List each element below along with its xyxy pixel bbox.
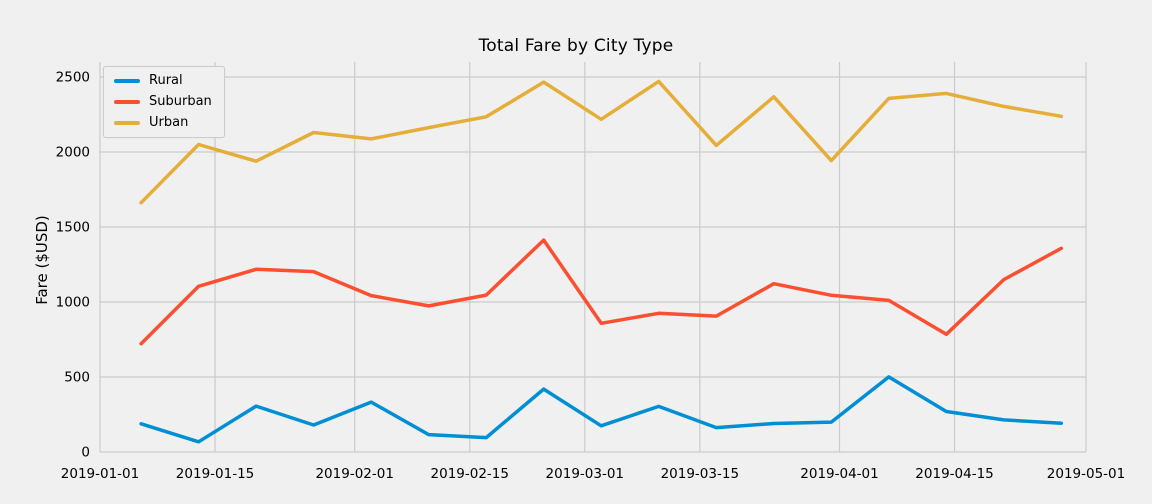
chart-title: Total Fare by City Type xyxy=(478,36,674,56)
y-tick-label: 2000 xyxy=(56,145,90,161)
legend-item-suburban[interactable]: Suburban xyxy=(114,95,212,109)
y-tick-label: 0 xyxy=(81,445,90,461)
x-tick-label: 2019-01-01 xyxy=(61,466,139,482)
x-tick-label: 2019-05-01 xyxy=(1047,466,1125,482)
x-tick-label: 2019-02-01 xyxy=(315,466,393,482)
series-line-suburban xyxy=(139,238,1064,346)
x-tick-label: 2019-04-01 xyxy=(800,466,878,482)
x-tick-label: 2019-04-15 xyxy=(915,466,993,482)
gridlines xyxy=(99,62,1087,453)
y-tick-label: 2500 xyxy=(56,70,90,86)
y-tick-label: 1000 xyxy=(56,295,90,311)
legend-label-suburban: Suburban xyxy=(149,94,212,109)
suburban-line-swatch xyxy=(114,100,140,104)
legend-item-urban[interactable]: Urban xyxy=(114,116,212,130)
x-tick-labels: 2019-01-01 2019-01-15 2019-02-01 2019-02-15… xyxy=(61,466,1125,482)
x-tick-label: 2019-03-15 xyxy=(661,466,739,482)
legend-label-rural: Rural xyxy=(149,73,183,88)
x-tick-label: 2019-03-01 xyxy=(546,466,624,482)
y-tick-label: 500 xyxy=(64,370,90,386)
legend-label-urban: Urban xyxy=(149,115,189,130)
rural-line-swatch xyxy=(114,79,140,83)
series-line-rural xyxy=(139,375,1064,444)
x-tick-label: 2019-01-15 xyxy=(176,466,254,482)
x-tick-label: 2019-02-15 xyxy=(431,466,509,482)
urban-line-swatch xyxy=(114,121,140,125)
y-tick-labels: 0 500 1000 1500 2000 2500 xyxy=(56,70,90,461)
series-line-urban xyxy=(139,79,1064,205)
legend: Rural Suburban Urban xyxy=(103,66,225,138)
legend-item-rural[interactable]: Rural xyxy=(114,74,212,88)
series-lines xyxy=(139,79,1064,444)
y-axis-label: Fare ($USD) xyxy=(33,215,51,305)
y-tick-label: 1500 xyxy=(56,220,90,236)
